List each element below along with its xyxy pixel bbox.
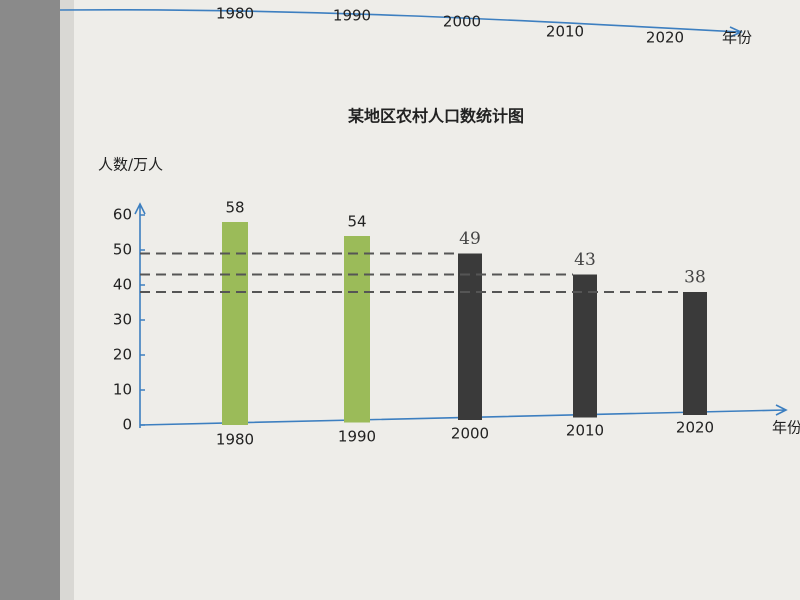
x-tick-label: 2020	[676, 419, 714, 437]
x-axis-label: 年份	[722, 29, 752, 47]
bar	[222, 222, 248, 425]
page-edge	[60, 0, 74, 600]
x-tick-label: 2010	[566, 422, 604, 440]
y-tick-label: 10	[113, 381, 132, 399]
bar	[683, 292, 707, 415]
x-tick-label: 2020	[646, 29, 684, 47]
x-tick-label: 1980	[216, 5, 254, 23]
x-tick-label: 2000	[443, 13, 481, 31]
x-tick-label: 1990	[333, 7, 371, 25]
table-edge	[0, 0, 70, 600]
bar	[458, 253, 482, 420]
value-label: 54	[347, 213, 366, 231]
x-tick-label: 1990	[338, 428, 376, 446]
y-axis	[134, 202, 146, 428]
y-tick-label: 50	[113, 241, 132, 259]
value-label: 49	[459, 229, 481, 249]
previous-x-axis	[59, 8, 743, 38]
chart-title: 某地区农村人口数统计图	[347, 107, 524, 126]
value-label: 38	[684, 268, 706, 288]
y-tick-label: 30	[113, 311, 132, 329]
y-axis-label: 人数/万人	[98, 156, 163, 174]
value-label: 58	[225, 199, 244, 217]
value-label: 43	[574, 250, 596, 270]
bar	[573, 274, 597, 418]
y-tick-label: 20	[113, 346, 132, 364]
bar	[344, 236, 370, 423]
y-tick-label: 40	[113, 276, 132, 294]
x-tick-label: 2000	[451, 425, 489, 443]
x-tick-label: 1980	[216, 431, 254, 449]
x-axis-label: 年份	[772, 419, 800, 437]
y-tick-label: 0	[122, 416, 132, 434]
x-tick-label: 2010	[546, 23, 584, 41]
y-tick-label: 60	[113, 206, 132, 224]
